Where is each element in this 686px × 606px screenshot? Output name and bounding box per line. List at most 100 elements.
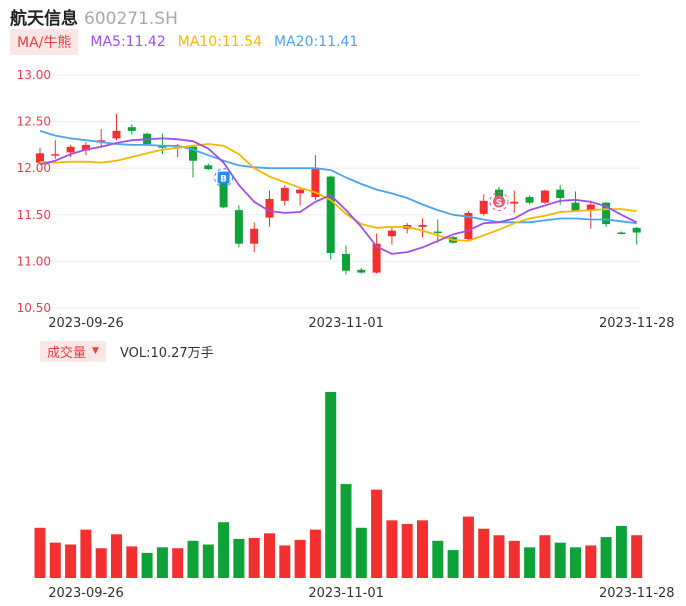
candle-body (36, 153, 44, 163)
candle (81, 142, 90, 156)
candle-body (586, 204, 595, 211)
candle-body (632, 227, 641, 233)
candle-body (387, 230, 396, 237)
x-tick-label: 2023-09-26 (48, 586, 124, 601)
candle (280, 184, 289, 206)
volume-bar (264, 533, 275, 578)
y-tick-label: 11.50 (17, 208, 51, 222)
volume-bar (95, 548, 107, 578)
volume-bar (585, 545, 597, 578)
volume-bar (631, 535, 643, 578)
volume-chart[interactable]: 2023-09-26 2023-11-01 2023-11-28 (0, 360, 686, 606)
candle-body (81, 144, 90, 151)
volume-bar (233, 538, 245, 578)
ma20-value: MA20:11.41 (274, 34, 359, 50)
candle (586, 200, 595, 229)
volume-bar (340, 484, 352, 578)
candle-body (296, 189, 305, 194)
volume-bar (524, 547, 536, 578)
candle (540, 189, 549, 204)
candle-body (51, 154, 60, 156)
signal-b-icon[interactable]: B (214, 168, 234, 188)
candle-body (525, 197, 534, 203)
candle-body (280, 187, 289, 201)
signal-ring (214, 168, 234, 188)
volume-bar (432, 540, 444, 578)
candle-body (234, 210, 243, 244)
candle (112, 114, 121, 141)
signal-label: S (496, 198, 502, 208)
candle (326, 175, 335, 260)
price-x-axis: 2023-09-26 2023-11-01 2023-11-28 (48, 316, 674, 331)
volume-bar (570, 547, 581, 578)
ma-legend: MA/牛熊 MA5:11.42 MA10:11.54 MA20:11.41 (10, 29, 359, 55)
x-tick-label: 2023-09-26 (48, 316, 124, 331)
volume-bar (615, 525, 627, 578)
candle (51, 140, 60, 159)
candle (158, 133, 167, 155)
y-tick-label: 12.50 (17, 115, 51, 129)
y-tick-label: 11.00 (17, 254, 51, 268)
candle (204, 163, 213, 171)
ma5-line (39, 137, 638, 255)
candle (189, 145, 197, 178)
candle (418, 218, 427, 238)
volume-indicator-selector[interactable]: 成交量 ▼ (40, 340, 106, 362)
candle-body (97, 140, 106, 142)
x-tick-label: 2023-11-28 (599, 586, 675, 601)
candle-body (556, 189, 565, 199)
candle (296, 186, 305, 206)
volume-bar (493, 535, 505, 578)
candle-body (127, 127, 136, 131)
candle (479, 194, 488, 216)
x-tick-label: 2023-11-01 (308, 316, 384, 331)
volume-bars (34, 392, 643, 578)
candle-body (510, 201, 519, 204)
candle-body (479, 200, 488, 214)
candle (250, 222, 259, 253)
stock-title: 航天信息 600271.SH (10, 4, 178, 29)
volume-bar (401, 524, 413, 578)
candle-body (250, 228, 259, 244)
volume-bar (371, 489, 383, 578)
trade-signals: BS (214, 168, 509, 211)
volume-bar (279, 545, 291, 578)
volume-bar (80, 529, 92, 578)
y-tick-label: 13.00 (17, 68, 51, 82)
candle (617, 231, 626, 235)
volume-bar (554, 542, 566, 578)
ma10-line (39, 143, 637, 242)
candle-body (189, 146, 197, 161)
candle (525, 195, 534, 205)
candle (97, 129, 106, 148)
volume-bar (508, 540, 520, 578)
candle-body (602, 202, 611, 225)
candle-body (219, 176, 228, 208)
ma-lines (39, 130, 638, 255)
candle-body (342, 253, 350, 271)
volume-bar (49, 542, 61, 578)
candle-body (372, 243, 381, 273)
volume-bar (248, 538, 260, 578)
x-tick-label: 2023-11-28 (599, 316, 675, 331)
volume-x-axis: 2023-09-26 2023-11-01 2023-11-28 (48, 586, 674, 601)
volume-indicator-label: 成交量 (47, 345, 87, 361)
candle-body (464, 212, 473, 240)
candle (127, 124, 136, 135)
candlestick-series (36, 114, 641, 275)
volume-value: VOL:10.27万手 (119, 345, 214, 361)
signal-s-icon[interactable]: S (489, 191, 509, 211)
ma20-line (39, 130, 637, 225)
candle-body (66, 146, 75, 153)
ma-indicator-selector[interactable]: MA/牛熊 (10, 29, 79, 55)
volume-bar (294, 539, 306, 578)
candle-body (326, 176, 335, 254)
candle (571, 191, 580, 213)
volume-bar (172, 548, 184, 578)
volume-bar (309, 529, 321, 578)
volume-bar (111, 534, 122, 578)
signal-badge (493, 195, 505, 208)
volume-bar (539, 535, 551, 578)
